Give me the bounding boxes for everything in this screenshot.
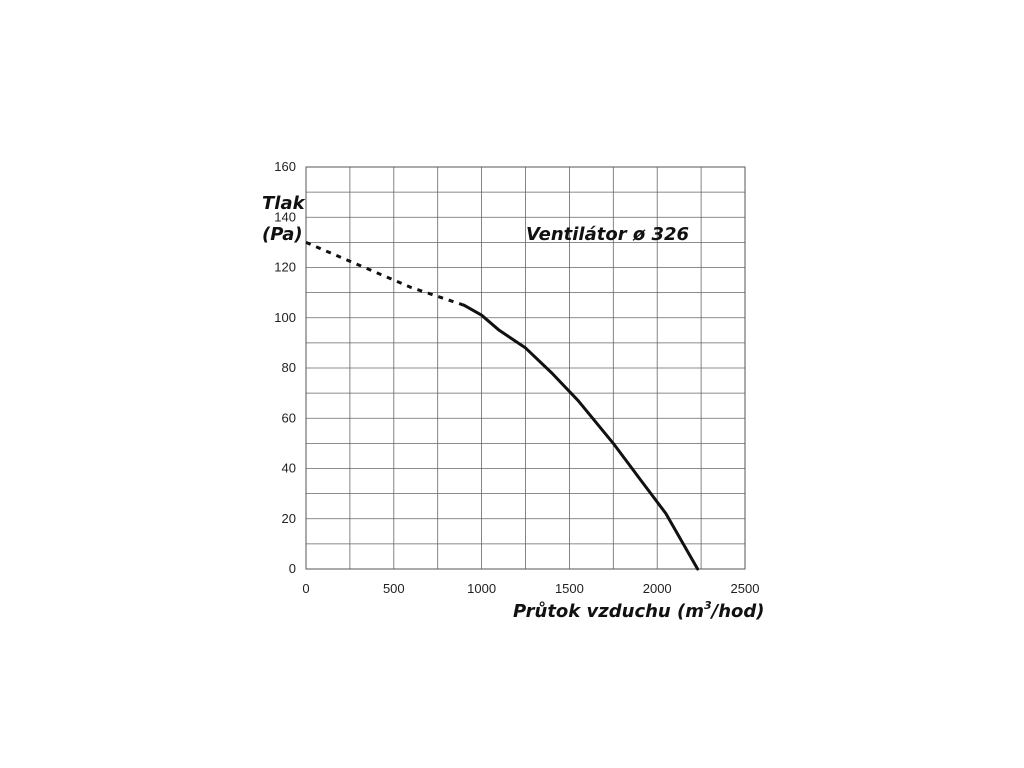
x-axis-ticks: 0 500 1000 1500 2000 2500 [302, 581, 759, 596]
x-tick-label: 2500 [731, 581, 760, 596]
y-axis-label-line2: (Pa) [262, 224, 303, 245]
y-tick-label: 20 [282, 511, 296, 526]
y-tick-label: 60 [282, 410, 296, 425]
chart-title: Ventilátor ø 326 [526, 224, 689, 245]
y-tick-label: 0 [289, 561, 296, 576]
series-line-dashed [305, 241, 465, 307]
x-tick-label: 500 [383, 581, 405, 596]
y-tick-label: 120 [274, 260, 296, 275]
x-tick-label: 2000 [643, 581, 672, 596]
x-axis-label-main: Průtok vzduchu (m [513, 601, 704, 622]
plot-frame [305, 166, 746, 570]
series [305, 241, 700, 571]
x-tick-label: 1000 [467, 581, 496, 596]
x-axis-label-superscript: 3 [704, 599, 712, 612]
x-axis-label-suffix: /hod) [710, 601, 765, 622]
y-tick-label: 100 [274, 310, 296, 325]
y-tick-label: 40 [282, 461, 296, 476]
y-tick-label: 140 [274, 209, 296, 224]
x-tick-label: 0 [302, 581, 309, 596]
series-line-solid [462, 303, 700, 571]
y-tick-label: 80 [282, 360, 296, 375]
x-tick-label: 1500 [555, 581, 584, 596]
y-tick-label: 160 [274, 159, 296, 174]
x-axis-label: Průtok vzduchu (m3/hod) [513, 599, 765, 622]
y-axis-label-line1: Tlak [262, 193, 306, 214]
y-axis-ticks: 0 20 40 60 80 100 120 140 160 [274, 159, 296, 576]
